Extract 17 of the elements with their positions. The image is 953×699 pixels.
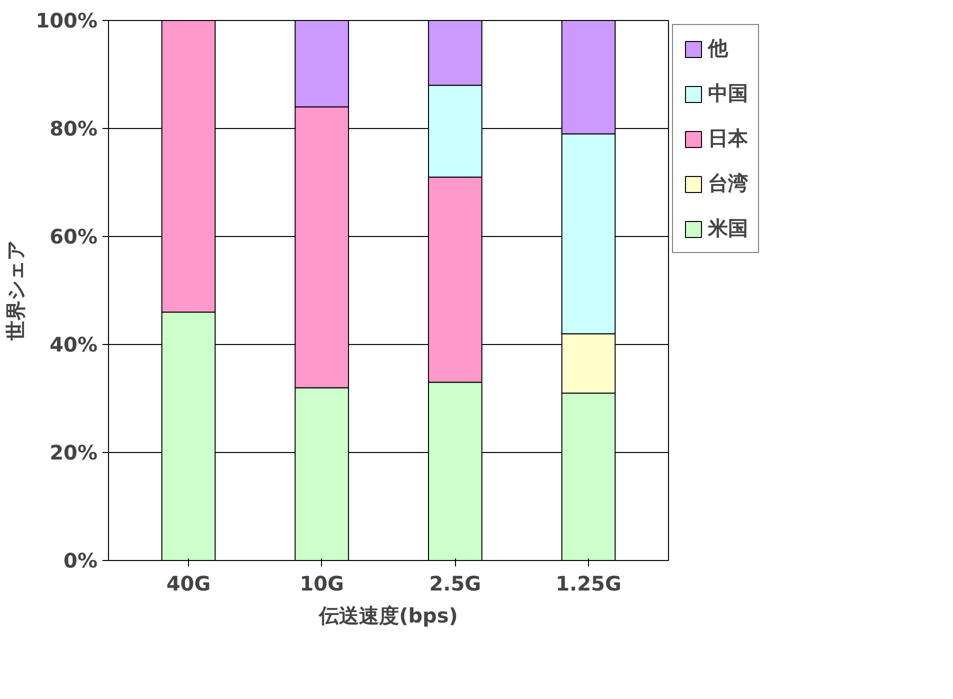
- legend-label: 日本: [708, 125, 748, 152]
- legend-label: 米国: [708, 215, 748, 242]
- y-tick-label: 80%: [50, 116, 98, 140]
- x-tick-label: 10G: [300, 572, 344, 596]
- x-axis-title: 伝送速度(bps): [318, 604, 458, 628]
- y-axis-title: 世界シェア: [4, 240, 28, 342]
- y-tick-label: 60%: [50, 224, 98, 248]
- y-tick-label: 40%: [50, 332, 98, 356]
- legend-label: 他: [708, 35, 728, 62]
- y-tick-label: 0%: [64, 548, 98, 572]
- x-tick-label: 1.25G: [556, 572, 622, 596]
- legend-label: 台湾: [708, 170, 748, 197]
- x-tick-label: 40G: [166, 572, 211, 596]
- legend-label: 中国: [708, 80, 748, 107]
- x-tick-label: 2.5G: [429, 572, 482, 596]
- y-tick-label: 100%: [36, 8, 98, 32]
- y-tick-label: 20%: [50, 440, 98, 464]
